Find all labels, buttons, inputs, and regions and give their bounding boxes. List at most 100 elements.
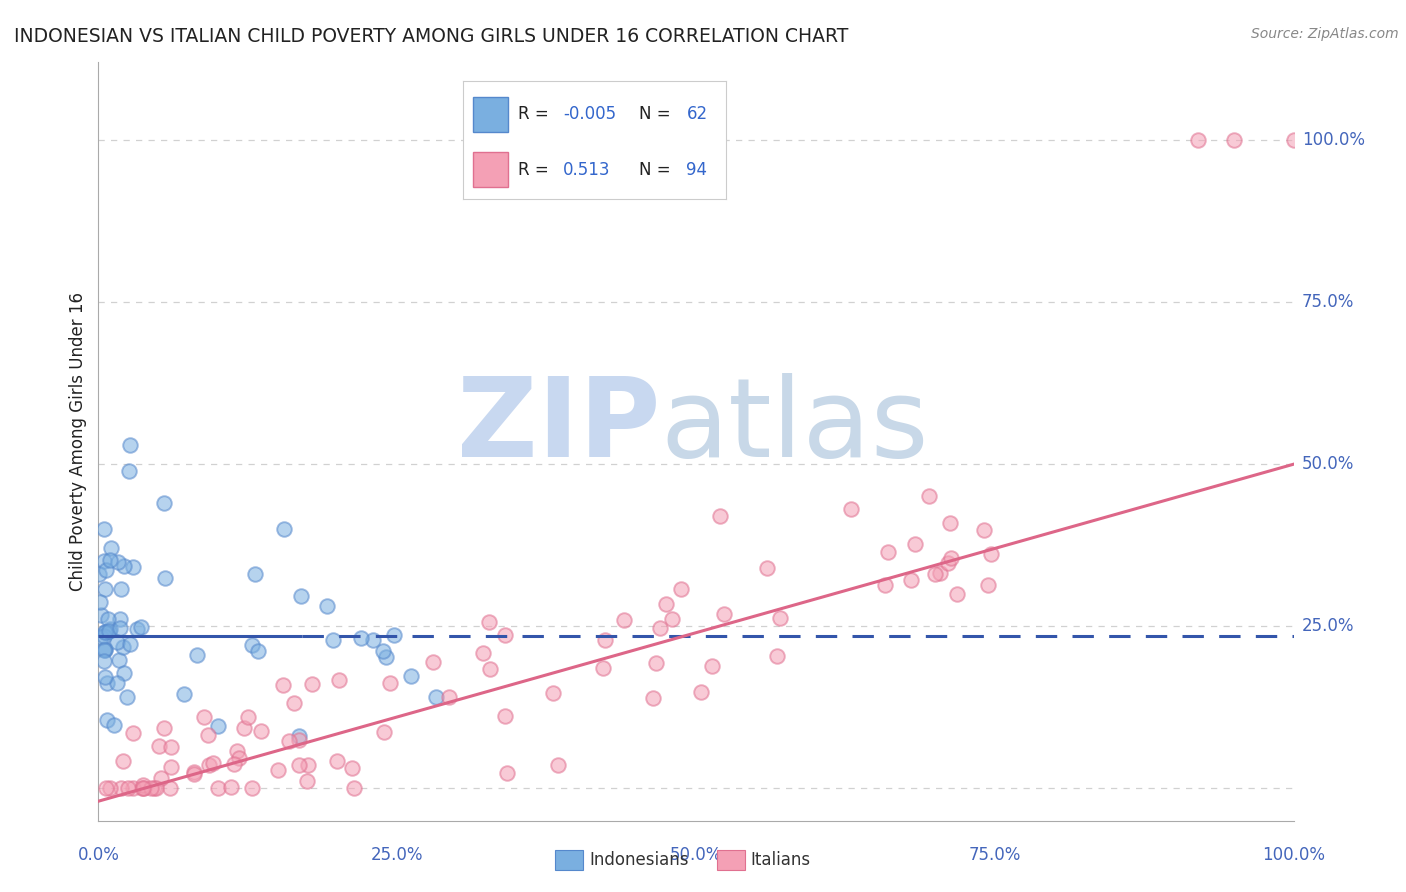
Point: [122, 781, 145, 796]
Point: [122, 726, 145, 740]
Point: [100, 541, 122, 556]
Point: [363, 632, 385, 647]
Point: [97, 612, 120, 626]
Point: [94, 624, 117, 639]
Point: [375, 649, 398, 664]
Point: [267, 763, 290, 777]
Point: [283, 696, 305, 710]
Point: [1187, 133, 1209, 147]
Point: [973, 523, 995, 537]
Point: [322, 632, 344, 647]
Point: [193, 710, 215, 724]
Point: [183, 765, 205, 780]
Point: [273, 678, 295, 692]
Point: [939, 551, 962, 566]
Point: [118, 464, 141, 478]
Point: [437, 690, 460, 704]
Text: Italians: Italians: [751, 851, 811, 869]
Point: [713, 607, 735, 621]
Point: [117, 690, 139, 705]
Point: [186, 648, 208, 662]
Point: [111, 640, 134, 654]
Point: [173, 687, 195, 701]
Point: [979, 548, 1001, 562]
Point: [89, 595, 111, 609]
Point: [134, 781, 156, 796]
Point: [111, 754, 134, 768]
Point: [197, 728, 219, 742]
Text: Source: ZipAtlas.com: Source: ZipAtlas.com: [1251, 27, 1399, 41]
Point: [938, 516, 960, 531]
Point: [143, 781, 166, 796]
Point: [547, 758, 569, 772]
Point: [839, 501, 862, 516]
Point: [288, 733, 311, 747]
Point: [93, 642, 115, 657]
Point: [425, 690, 447, 704]
Point: [769, 610, 792, 624]
Point: [613, 613, 636, 627]
Point: [93, 624, 115, 639]
Point: [290, 589, 312, 603]
Point: [159, 781, 181, 796]
Point: [373, 725, 395, 739]
Point: [96, 713, 118, 727]
Text: ZIP: ZIP: [457, 373, 661, 480]
Point: [198, 758, 221, 772]
Point: [107, 635, 129, 649]
Point: [592, 661, 614, 675]
Point: [977, 577, 1000, 591]
Point: [129, 620, 152, 634]
Point: [328, 673, 350, 688]
Point: [131, 781, 153, 796]
Point: [233, 721, 256, 735]
Point: [494, 628, 516, 642]
Text: 75.0%: 75.0%: [1302, 293, 1354, 311]
Point: [877, 545, 900, 559]
Point: [904, 537, 927, 551]
Point: [238, 710, 260, 724]
Point: [96, 675, 118, 690]
Point: [107, 555, 129, 569]
Text: 0.0%: 0.0%: [77, 846, 120, 863]
Point: [371, 644, 394, 658]
Point: [228, 751, 250, 765]
Point: [183, 766, 205, 780]
Point: [125, 622, 148, 636]
Point: [249, 724, 271, 739]
Point: [201, 756, 224, 770]
Point: [340, 761, 363, 775]
Point: [110, 781, 132, 796]
Point: [477, 615, 499, 630]
Text: 50.0%: 50.0%: [669, 846, 723, 863]
Point: [93, 554, 115, 568]
Point: [97, 624, 120, 638]
Text: 25.0%: 25.0%: [371, 846, 423, 863]
Point: [873, 577, 896, 591]
Point: [247, 643, 270, 657]
Point: [422, 655, 444, 669]
Text: Indonesians: Indonesians: [589, 851, 689, 869]
Point: [650, 621, 672, 635]
Point: [766, 649, 789, 664]
Point: [541, 686, 564, 700]
Point: [245, 567, 267, 582]
Point: [108, 621, 131, 635]
Point: [240, 781, 263, 796]
Point: [96, 563, 118, 577]
Point: [120, 637, 142, 651]
Point: [93, 522, 115, 536]
Text: 100.0%: 100.0%: [1263, 846, 1324, 863]
Point: [100, 622, 122, 636]
Point: [93, 628, 115, 642]
Point: [160, 760, 183, 774]
Point: [297, 757, 319, 772]
Point: [90, 630, 112, 644]
Point: [145, 781, 167, 796]
Point: [207, 781, 229, 796]
Point: [132, 781, 155, 796]
Point: [98, 553, 121, 567]
Point: [139, 781, 162, 796]
Point: [112, 559, 135, 574]
Point: [207, 719, 229, 733]
